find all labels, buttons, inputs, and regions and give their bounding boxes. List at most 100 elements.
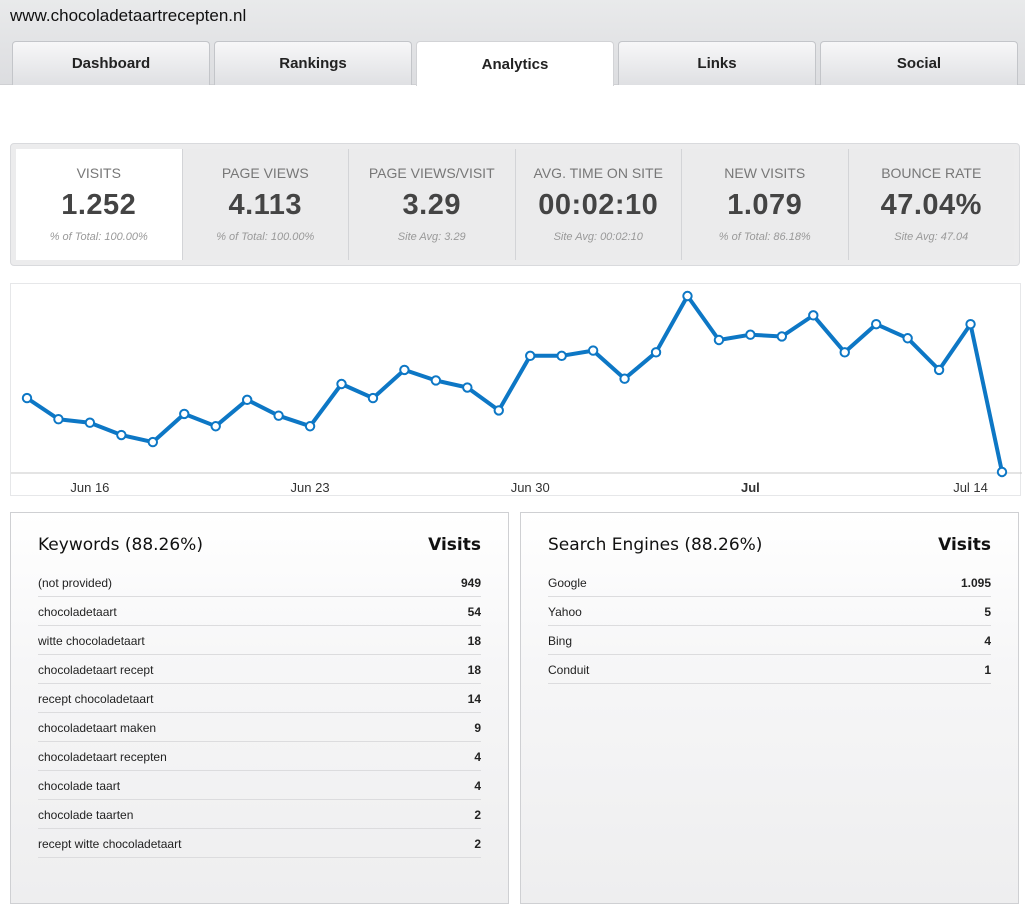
keyword-row[interactable]: recept chocoladetaart 14 — [38, 684, 481, 713]
data-point[interactable] — [996, 466, 1008, 478]
data-point[interactable] — [650, 347, 662, 358]
stat-value: 3.29 — [402, 189, 461, 221]
visits-line-chart[interactable]: Jun 16 Jun 23 Jun 30 Jul Jul 14 — [10, 283, 1022, 496]
data-point[interactable] — [493, 405, 504, 416]
stat-sub: % of Total: 86.18% — [718, 231, 811, 243]
stat-value: 4.113 — [228, 189, 302, 221]
data-point[interactable] — [839, 347, 850, 358]
data-point[interactable] — [462, 382, 473, 393]
data-point[interactable] — [53, 414, 64, 425]
data-point[interactable] — [241, 394, 253, 406]
engine-row-value: 1 — [984, 663, 991, 677]
series-line — [25, 294, 1004, 473]
keyword-row[interactable]: chocolade taart 4 — [38, 771, 481, 800]
data-point[interactable] — [776, 331, 788, 342]
engine-row-label: Yahoo — [548, 605, 582, 619]
stat-avg-time-on-site[interactable]: AVG. TIME ON SITE 00:02:10 Site Avg: 00:… — [515, 149, 682, 260]
keyword-row[interactable]: chocoladetaart recepten 4 — [38, 742, 481, 771]
stat-label: NEW VISITS — [724, 165, 806, 181]
keyword-row-label: recept chocoladetaart — [38, 692, 154, 706]
data-point[interactable] — [902, 333, 913, 344]
keyword-row-label: chocoladetaart recept — [38, 663, 154, 677]
tab-links[interactable]: Links — [618, 41, 816, 85]
tab-dashboard[interactable]: Dashboard — [12, 41, 210, 85]
data-point[interactable] — [273, 410, 284, 421]
keyword-row-value: 2 — [474, 837, 481, 851]
data-point[interactable] — [147, 436, 159, 448]
keyword-row[interactable]: chocoladetaart 54 — [38, 597, 481, 626]
x-tick-label: Jul — [741, 480, 760, 495]
stat-label: AVG. TIME ON SITE — [533, 165, 663, 181]
data-point[interactable] — [933, 364, 945, 376]
keyword-row[interactable]: witte chocoladetaart 18 — [38, 626, 481, 655]
data-point[interactable] — [808, 310, 819, 321]
data-point[interactable] — [116, 429, 127, 441]
stat-new-visits[interactable]: NEW VISITS 1.079 % of Total: 86.18% — [682, 149, 849, 260]
search-engines-panel: Search Engines (88.26%) Visits Google 1.0… — [520, 512, 1019, 904]
data-point[interactable] — [84, 417, 96, 428]
keyword-row-label: recept witte chocoladetaart — [38, 837, 182, 851]
top-bar: www.chocoladetaartrecepten.nl Dashboard … — [0, 0, 1025, 86]
data-point[interactable] — [21, 392, 33, 404]
data-point[interactable] — [336, 378, 347, 390]
tab-bar: Dashboard Rankings Analytics Links Socia… — [12, 41, 1018, 86]
engine-row[interactable]: Google 1.095 — [548, 568, 991, 597]
data-point[interactable] — [179, 408, 190, 420]
data-point[interactable] — [619, 373, 630, 384]
data-point[interactable] — [965, 318, 976, 330]
keyword-row-label: chocolade taart — [38, 779, 121, 793]
data-point[interactable] — [713, 334, 725, 346]
keyword-row[interactable]: recept witte chocoladetaart 2 — [38, 829, 481, 858]
data-point[interactable] — [745, 329, 756, 340]
keyword-row-label: chocolade taarten — [38, 808, 134, 822]
keyword-row[interactable]: (not provided) 949 — [38, 568, 481, 597]
stat-sub: % of Total: 100.00% — [49, 231, 148, 243]
data-point[interactable] — [430, 375, 442, 386]
keyword-row-value: 18 — [467, 634, 481, 648]
tab-rankings[interactable]: Rankings — [214, 41, 412, 85]
engine-row[interactable]: Yahoo 5 — [548, 597, 991, 626]
stat-sub: % of Total: 100.00% — [216, 231, 315, 243]
keyword-row-label: (not provided) — [38, 576, 113, 590]
keyword-row-label: chocoladetaart recepten — [38, 750, 167, 764]
keyword-row[interactable]: chocoladetaart recept 18 — [38, 655, 481, 684]
x-tick-label: Jul 14 — [953, 480, 988, 495]
data-point[interactable] — [587, 345, 599, 356]
engine-row[interactable]: Bing 4 — [548, 626, 991, 655]
stat-label: PAGE VIEWS/VISIT — [368, 165, 495, 181]
data-point[interactable] — [870, 318, 882, 330]
keyword-row-label: chocoladetaart — [38, 605, 117, 619]
engine-row-label: Bing — [548, 634, 573, 648]
data-point[interactable] — [682, 290, 693, 302]
stat-sub: Site Avg: 3.29 — [397, 231, 466, 243]
engine-row-label: Google — [548, 576, 587, 590]
engine-row[interactable]: Conduit 1 — [548, 655, 991, 684]
x-tick-label: Jun 23 — [291, 480, 330, 495]
keyword-row[interactable]: chocoladetaart maken 9 — [38, 713, 481, 742]
tab-social[interactable]: Social — [820, 41, 1018, 85]
stat-visits[interactable]: VISITS 1.252 % of Total: 100.00% — [16, 149, 183, 260]
stat-label: VISITS — [76, 165, 121, 181]
data-point[interactable] — [367, 392, 379, 404]
engine-row-value: 1.095 — [960, 576, 991, 590]
stat-bounce-rate[interactable]: BOUNCE RATE 47.04% Site Avg: 47.04 — [848, 149, 1014, 260]
keyword-row-value: 14 — [467, 692, 481, 706]
engine-row-label: Conduit — [548, 663, 590, 677]
keyword-row-value: 18 — [467, 663, 481, 677]
data-point[interactable] — [556, 350, 567, 362]
data-point[interactable] — [210, 421, 221, 432]
stat-page-views[interactable]: PAGE VIEWS 4.113 % of Total: 100.00% — [182, 149, 349, 260]
tab-analytics[interactable]: Analytics — [416, 41, 614, 86]
keywords-panel: Keywords (88.26%) Visits (not provided) 9… — [10, 512, 509, 904]
stat-page-views-per-visit[interactable]: PAGE VIEWS/VISIT 3.29 Site Avg: 3.29 — [349, 149, 516, 260]
site-url: www.chocoladetaartrecepten.nl — [10, 6, 247, 25]
engines-list: Google 1.095 Yahoo 5 Bing 4 Conduit 1 — [548, 568, 991, 684]
stat-value: 00:02:10 — [538, 189, 659, 221]
data-point[interactable] — [304, 421, 316, 432]
data-point[interactable] — [399, 364, 410, 376]
engine-row-value: 5 — [984, 605, 991, 619]
stat-label: PAGE VIEWS — [221, 165, 309, 181]
keyword-row[interactable]: chocolade taarten 2 — [38, 800, 481, 829]
data-point[interactable] — [525, 350, 536, 362]
keyword-row-value: 949 — [460, 576, 481, 590]
